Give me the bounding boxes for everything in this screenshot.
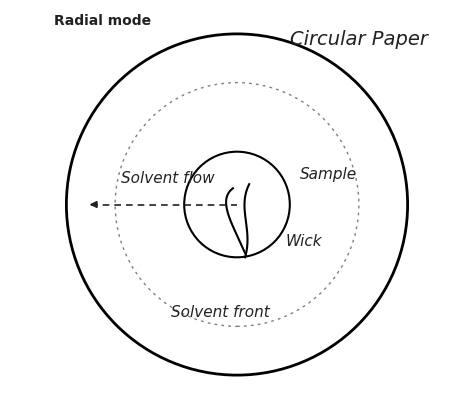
Text: Sample: Sample (300, 166, 357, 182)
Text: Radial mode: Radial mode (54, 13, 151, 27)
Text: Wick: Wick (286, 234, 322, 249)
Text: Solvent flow: Solvent flow (121, 171, 215, 186)
Text: Solvent front: Solvent front (172, 305, 270, 320)
Text: Circular Paper: Circular Paper (290, 30, 428, 49)
